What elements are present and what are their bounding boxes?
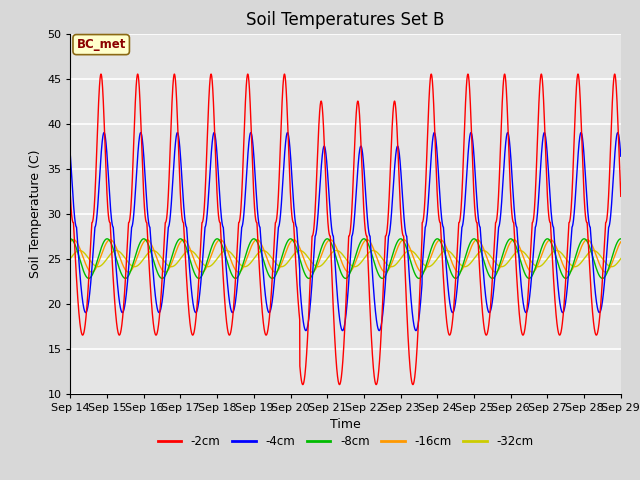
Text: BC_met: BC_met bbox=[77, 38, 126, 51]
Title: Soil Temperatures Set B: Soil Temperatures Set B bbox=[246, 11, 445, 29]
Legend: -2cm, -4cm, -8cm, -16cm, -32cm: -2cm, -4cm, -8cm, -16cm, -32cm bbox=[153, 430, 538, 453]
Y-axis label: Soil Temperature (C): Soil Temperature (C) bbox=[29, 149, 42, 278]
X-axis label: Time: Time bbox=[330, 418, 361, 431]
